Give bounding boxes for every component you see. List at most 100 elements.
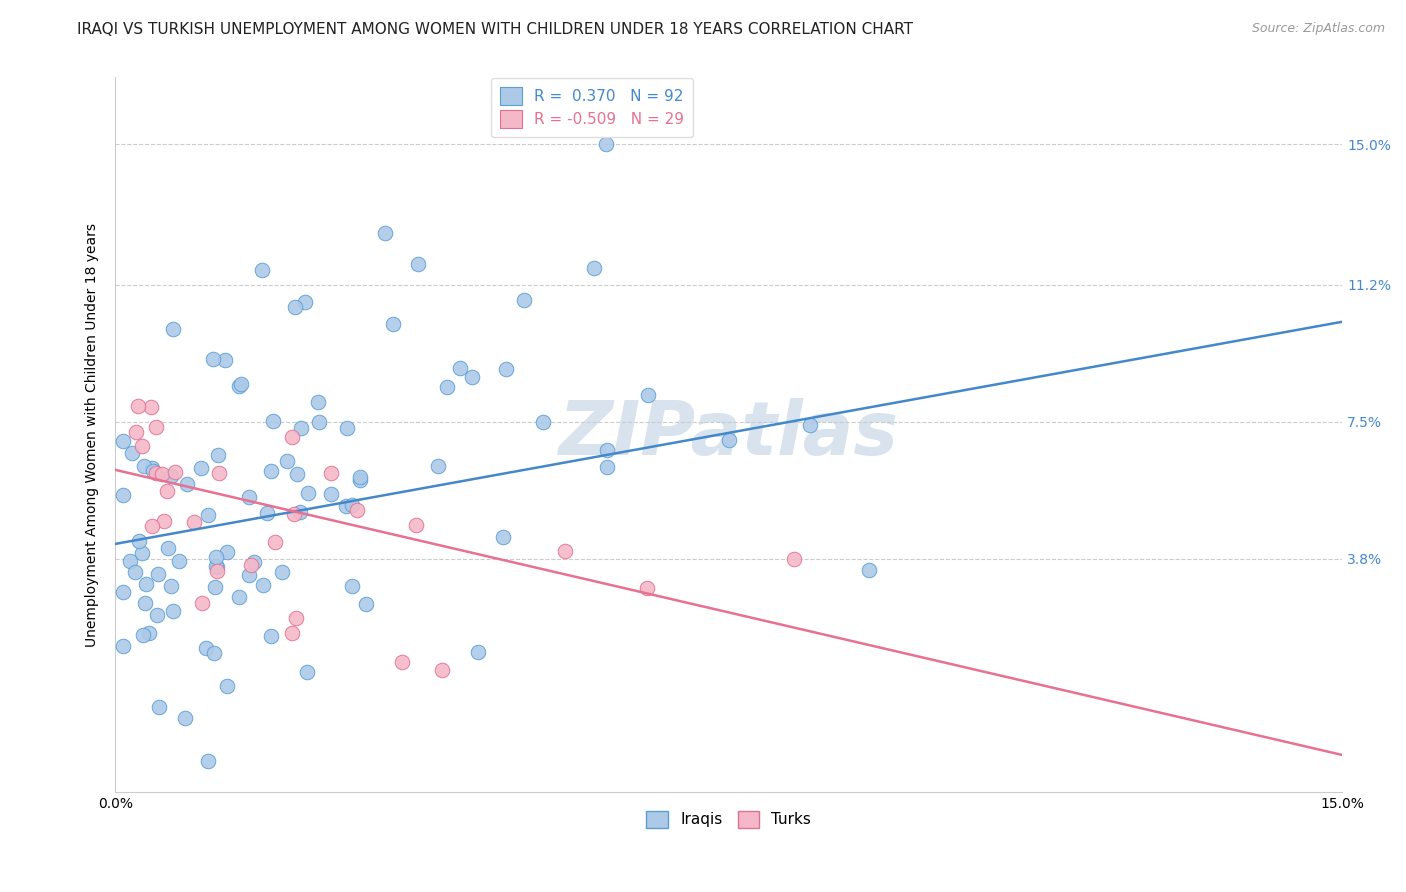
Point	[214, 353, 236, 368]
Point	[215, 545, 238, 559]
Point	[167, 553, 190, 567]
Point	[596, 459, 619, 474]
Point	[202, 351, 225, 366]
Point	[349, 469, 371, 483]
Point	[717, 434, 740, 448]
Point	[596, 442, 619, 457]
Point	[139, 400, 162, 414]
Point	[148, 699, 170, 714]
Point	[285, 467, 308, 482]
Point	[205, 559, 228, 574]
Point	[297, 486, 319, 500]
Point	[252, 578, 274, 592]
Point	[197, 508, 219, 522]
Point	[112, 585, 135, 599]
Point	[280, 626, 302, 640]
Point	[191, 596, 214, 610]
Point	[492, 530, 515, 544]
Legend: Iraqis, Turks: Iraqis, Turks	[640, 805, 817, 834]
Y-axis label: Unemployment Among Women with Children Under 18 years: Unemployment Among Women with Children U…	[86, 223, 100, 647]
Point	[217, 679, 239, 693]
Point	[336, 420, 359, 434]
Point	[307, 395, 329, 409]
Point	[156, 541, 179, 555]
Point	[405, 517, 427, 532]
Point	[335, 499, 357, 513]
Point	[150, 467, 173, 481]
Point	[238, 490, 260, 504]
Point	[160, 579, 183, 593]
Point	[229, 377, 252, 392]
Point	[205, 564, 228, 578]
Point	[276, 454, 298, 468]
Point	[125, 425, 148, 439]
Point	[131, 546, 153, 560]
Point	[112, 488, 135, 502]
Point	[131, 439, 153, 453]
Point	[382, 317, 405, 331]
Point	[183, 515, 205, 529]
Point	[260, 629, 283, 643]
Point	[142, 464, 165, 478]
Point	[238, 567, 260, 582]
Point	[321, 466, 343, 480]
Point	[340, 579, 363, 593]
Point	[208, 466, 231, 480]
Text: ZIPatlas: ZIPatlas	[558, 398, 898, 471]
Point	[132, 628, 155, 642]
Point	[256, 507, 278, 521]
Point	[197, 754, 219, 768]
Point	[460, 370, 482, 384]
Point	[204, 580, 226, 594]
Point	[554, 544, 576, 558]
Point	[349, 473, 371, 487]
Point	[513, 293, 536, 307]
Point	[284, 300, 307, 314]
Point	[162, 604, 184, 618]
Point	[252, 263, 274, 277]
Point	[449, 361, 471, 376]
Point	[288, 505, 311, 519]
Point	[637, 388, 659, 402]
Point	[162, 322, 184, 336]
Point	[636, 582, 658, 596]
Point	[160, 469, 183, 483]
Point	[467, 645, 489, 659]
Point	[141, 461, 163, 475]
Point	[228, 590, 250, 604]
Point	[346, 503, 368, 517]
Point	[270, 565, 292, 579]
Point	[163, 465, 186, 479]
Point	[595, 137, 617, 152]
Point	[145, 466, 167, 480]
Point	[190, 460, 212, 475]
Point	[799, 418, 821, 433]
Point	[391, 656, 413, 670]
Point	[356, 598, 378, 612]
Point	[283, 507, 305, 521]
Point	[145, 420, 167, 434]
Point	[121, 446, 143, 460]
Point	[124, 565, 146, 579]
Point	[120, 554, 142, 568]
Point	[174, 711, 197, 725]
Point	[146, 567, 169, 582]
Point	[202, 646, 225, 660]
Point	[295, 665, 318, 679]
Point	[783, 551, 806, 566]
Point	[342, 498, 364, 512]
Point	[135, 577, 157, 591]
Point	[290, 421, 312, 435]
Point	[134, 596, 156, 610]
Point	[427, 459, 450, 474]
Point	[141, 518, 163, 533]
Point	[284, 611, 307, 625]
Point	[176, 476, 198, 491]
Point	[260, 464, 283, 478]
Point	[152, 514, 174, 528]
Point	[194, 641, 217, 656]
Point	[436, 380, 458, 394]
Point	[583, 261, 606, 276]
Point	[239, 558, 262, 572]
Point	[128, 534, 150, 549]
